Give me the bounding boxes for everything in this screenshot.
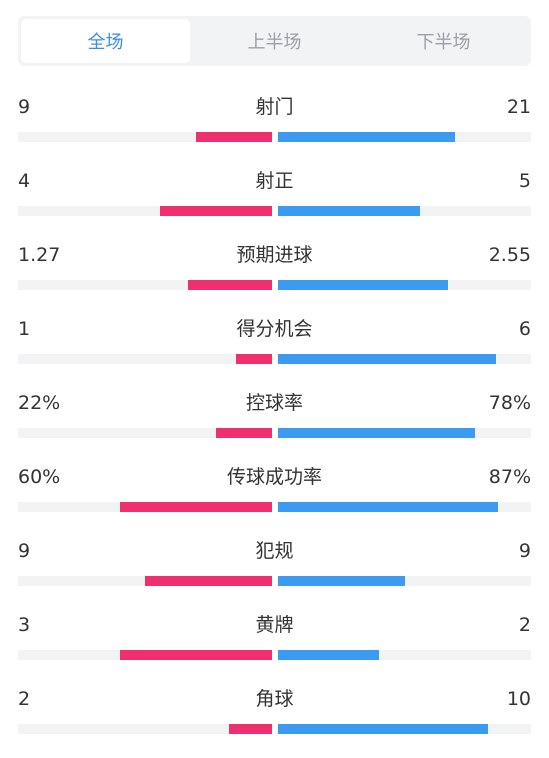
home-bar-track bbox=[18, 724, 272, 734]
away-value: 21 bbox=[506, 96, 531, 118]
away-bar-track bbox=[278, 650, 531, 660]
home-value: 22% bbox=[18, 392, 61, 414]
away-bar-track bbox=[278, 280, 531, 290]
home-bar bbox=[195, 132, 272, 142]
home-value: 3 bbox=[18, 614, 31, 636]
away-value: 2 bbox=[518, 614, 531, 636]
home-value: 4 bbox=[18, 170, 31, 192]
away-bar-track bbox=[278, 428, 531, 438]
home-bar bbox=[188, 280, 272, 290]
home-bar-track bbox=[18, 280, 272, 290]
stat-label: 传球成功率 bbox=[226, 466, 322, 488]
away-bar bbox=[278, 354, 496, 364]
away-bar-track bbox=[278, 724, 531, 734]
home-value: 9 bbox=[18, 96, 31, 118]
away-bar-track bbox=[278, 132, 531, 142]
home-value: 2 bbox=[18, 688, 31, 710]
home-value: 1.27 bbox=[18, 244, 61, 266]
away-bar bbox=[278, 502, 499, 512]
away-value: 87% bbox=[488, 466, 531, 488]
stat-label: 角球 bbox=[255, 688, 294, 710]
away-bar bbox=[278, 206, 420, 216]
home-value: 60% bbox=[18, 466, 61, 488]
home-bar bbox=[228, 724, 272, 734]
stat-row-yellow-cards: 3 黄牌 2 bbox=[18, 610, 531, 684]
away-bar bbox=[278, 650, 380, 660]
stat-label: 犯规 bbox=[255, 540, 294, 562]
stat-row-corners: 2 角球 10 bbox=[18, 684, 531, 758]
away-value: 6 bbox=[518, 318, 531, 340]
stat-row-shots: 9 射门 21 bbox=[18, 92, 531, 166]
away-value: 5 bbox=[518, 170, 531, 192]
stats-list: 9 射门 21 4 射正 5 1.27 预期进球 2.55 1 得分机会 6 2… bbox=[18, 92, 531, 758]
tab-first-half[interactable]: 上半场 bbox=[247, 32, 302, 53]
home-bar-track bbox=[18, 132, 272, 142]
away-value: 2.55 bbox=[488, 244, 531, 266]
away-bar-track bbox=[278, 502, 531, 512]
home-bar bbox=[119, 650, 272, 660]
period-tabs: 全场 上半场 下半场 bbox=[18, 16, 531, 66]
home-bar bbox=[145, 576, 272, 586]
home-value: 9 bbox=[18, 540, 31, 562]
home-bar-track bbox=[18, 650, 272, 660]
home-bar-track bbox=[18, 428, 272, 438]
stat-label: 控球率 bbox=[245, 392, 303, 414]
tab-full-match[interactable]: 全场 bbox=[21, 19, 190, 63]
home-bar-track bbox=[18, 576, 272, 586]
home-value: 1 bbox=[18, 318, 31, 340]
stat-row-possession: 22% 控球率 78% bbox=[18, 388, 531, 462]
away-value: 78% bbox=[488, 392, 531, 414]
stat-label: 得分机会 bbox=[236, 318, 313, 340]
home-bar-track bbox=[18, 206, 272, 216]
home-bar bbox=[236, 354, 272, 364]
tab-second-half[interactable]: 下半场 bbox=[416, 32, 471, 53]
away-value: 9 bbox=[518, 540, 531, 562]
home-bar-track bbox=[18, 502, 272, 512]
stat-label: 射正 bbox=[255, 170, 294, 192]
away-bar bbox=[278, 724, 488, 734]
home-bar bbox=[160, 206, 272, 216]
stat-row-fouls: 9 犯规 9 bbox=[18, 536, 531, 610]
stat-row-big-chances: 1 得分机会 6 bbox=[18, 314, 531, 388]
away-bar-track bbox=[278, 576, 531, 586]
away-value: 10 bbox=[506, 688, 531, 710]
away-bar bbox=[278, 132, 456, 142]
home-bar-track bbox=[18, 354, 272, 364]
home-bar bbox=[216, 428, 272, 438]
away-bar-track bbox=[278, 206, 531, 216]
stat-label: 射门 bbox=[255, 96, 294, 118]
stat-row-shots-on-target: 4 射正 5 bbox=[18, 166, 531, 240]
away-bar bbox=[278, 576, 405, 586]
stat-row-expected-goals: 1.27 预期进球 2.55 bbox=[18, 240, 531, 314]
stat-label: 预期进球 bbox=[236, 244, 313, 266]
away-bar-track bbox=[278, 354, 531, 364]
home-bar bbox=[119, 502, 272, 512]
stat-row-pass-accuracy: 60% 传球成功率 87% bbox=[18, 462, 531, 536]
away-bar bbox=[278, 428, 476, 438]
away-bar bbox=[278, 280, 448, 290]
stat-label: 黄牌 bbox=[255, 614, 294, 636]
